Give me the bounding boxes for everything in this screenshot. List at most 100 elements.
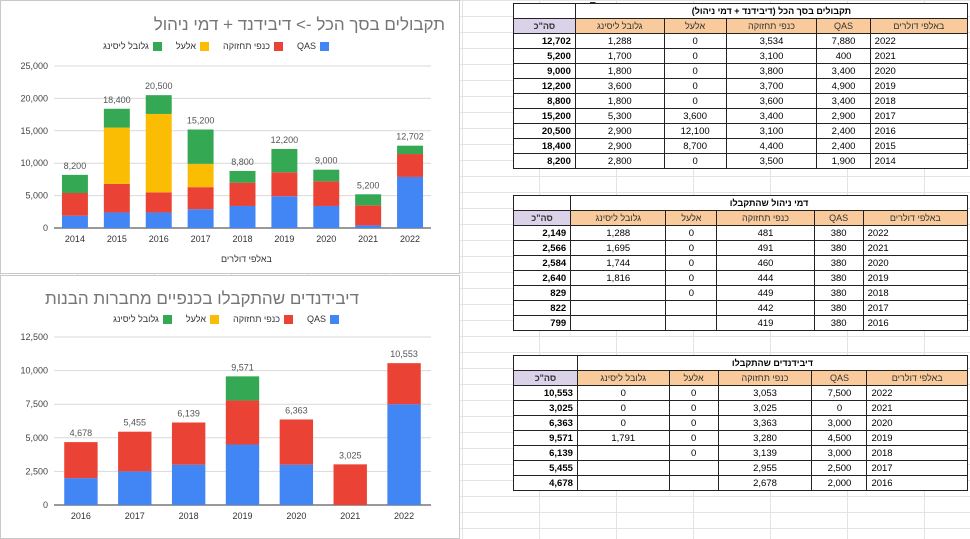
year-cell[interactable]: 2016 [862, 315, 969, 331]
value-cell[interactable]: 0 [663, 153, 727, 169]
value-cell[interactable]: 380 [813, 270, 864, 286]
value-cell[interactable]: 0 [663, 78, 727, 94]
value-cell[interactable]: 8,700 [663, 138, 727, 154]
value-cell[interactable]: 3,534 [725, 33, 818, 49]
value-cell[interactable] [665, 315, 718, 331]
value-cell[interactable]: 2,400 [816, 123, 871, 139]
value-cell[interactable]: 3,025 [717, 400, 813, 416]
value-cell[interactable]: 3,280 [717, 430, 813, 446]
total-cell[interactable]: 5,455 [513, 460, 578, 476]
value-cell[interactable]: 2,400 [816, 138, 871, 154]
value-cell[interactable] [668, 475, 719, 491]
value-cell[interactable]: 380 [813, 315, 864, 331]
year-cell[interactable]: 2018 [869, 93, 969, 109]
value-cell[interactable] [576, 445, 670, 461]
year-cell[interactable]: 2018 [862, 285, 969, 301]
column-header[interactable]: QAS [813, 210, 864, 226]
column-header[interactable]: סה"כ [513, 18, 576, 34]
column-header[interactable]: אלעל [665, 210, 718, 226]
value-cell[interactable]: 1,288 [570, 225, 667, 241]
year-cell[interactable]: 2019 [866, 430, 968, 446]
value-cell[interactable]: 12,100 [663, 123, 727, 139]
value-cell[interactable]: 3,363 [717, 415, 813, 431]
column-header[interactable]: סה"כ [513, 370, 578, 386]
value-cell[interactable]: 1,288 [574, 33, 665, 49]
column-header[interactable]: כנפי תחזוקה [716, 210, 815, 226]
year-cell[interactable]: 2022 [869, 33, 969, 49]
value-cell[interactable]: 3,500 [725, 153, 818, 169]
year-cell[interactable]: 2022 [866, 385, 968, 401]
value-cell[interactable]: 2,800 [574, 153, 665, 169]
total-cell[interactable]: 18,400 [513, 138, 576, 154]
cell[interactable] [513, 355, 578, 371]
value-cell[interactable]: 0 [668, 400, 719, 416]
value-cell[interactable]: 0 [576, 400, 670, 416]
value-cell[interactable] [570, 285, 667, 301]
value-cell[interactable] [576, 460, 670, 476]
value-cell[interactable]: 0 [811, 400, 868, 416]
value-cell[interactable] [570, 300, 667, 316]
value-cell[interactable]: 3,000 [811, 445, 868, 461]
value-cell[interactable]: 5,300 [574, 108, 665, 124]
column-header[interactable]: גלובל ליסינג [570, 210, 667, 226]
value-cell[interactable]: 380 [813, 225, 864, 241]
value-cell[interactable]: 1,791 [576, 430, 670, 446]
cell[interactable] [512, 195, 572, 211]
value-cell[interactable]: 2,900 [816, 108, 871, 124]
value-cell[interactable]: 0 [665, 240, 718, 256]
total-cell[interactable]: 12,200 [513, 78, 576, 94]
total-cell[interactable]: 10,553 [513, 385, 578, 401]
column-header[interactable]: QAS [816, 18, 871, 34]
value-cell[interactable]: 7,880 [816, 33, 871, 49]
total-cell[interactable]: 2,566 [512, 240, 572, 256]
value-cell[interactable]: 442 [716, 300, 815, 316]
year-cell[interactable]: 2018 [866, 445, 968, 461]
total-cell[interactable]: 822 [512, 300, 572, 316]
value-cell[interactable]: 4,400 [725, 138, 818, 154]
value-cell[interactable]: 2,678 [717, 475, 813, 491]
total-cell[interactable]: 3,025 [513, 400, 578, 416]
total-cell[interactable]: 9,000 [513, 63, 576, 79]
total-cell[interactable]: 2,584 [512, 255, 572, 271]
total-cell[interactable]: 829 [512, 285, 572, 301]
value-cell[interactable]: 460 [716, 255, 815, 271]
value-cell[interactable]: 4,500 [811, 430, 868, 446]
value-cell[interactable]: 1,700 [574, 48, 665, 64]
year-cell[interactable]: 2016 [866, 475, 968, 491]
year-cell[interactable]: 2021 [869, 48, 969, 64]
total-cell[interactable]: 799 [512, 315, 572, 331]
value-cell[interactable]: 3,600 [725, 93, 818, 109]
year-cell[interactable]: 2020 [862, 255, 969, 271]
column-header[interactable]: כנפי תחזוקה [717, 370, 813, 386]
year-cell[interactable]: 2019 [869, 78, 969, 94]
column-header[interactable]: באלפי דולרים [862, 210, 969, 226]
total-cell[interactable]: 9,571 [513, 430, 578, 446]
table-title[interactable]: דמי ניהול שהתקבלו [570, 195, 968, 211]
value-cell[interactable]: 0 [663, 93, 727, 109]
value-cell[interactable]: 380 [813, 300, 864, 316]
value-cell[interactable]: 1,800 [574, 63, 665, 79]
column-header[interactable]: אלעל [668, 370, 719, 386]
value-cell[interactable]: 0 [668, 445, 719, 461]
column-header[interactable]: באלפי דולרים [866, 370, 968, 386]
value-cell[interactable]: 3,400 [816, 63, 871, 79]
value-cell[interactable]: 380 [813, 285, 864, 301]
value-cell[interactable]: 0 [668, 415, 719, 431]
table-title[interactable]: תקבולים בסך הכל (דיבידנד + דמי ניהול) [574, 3, 969, 19]
year-cell[interactable]: 2019 [862, 270, 969, 286]
value-cell[interactable]: 3,400 [816, 93, 871, 109]
total-cell[interactable]: 4,678 [513, 475, 578, 491]
value-cell[interactable]: 0 [663, 33, 727, 49]
column-header[interactable]: גלובל ליסינג [574, 18, 665, 34]
value-cell[interactable]: 2,500 [811, 460, 868, 476]
value-cell[interactable]: 3,600 [663, 108, 727, 124]
value-cell[interactable]: 444 [716, 270, 815, 286]
table-title[interactable]: דיבידנדים שהתקבלו [576, 355, 969, 371]
column-header[interactable]: באלפי דולרים [869, 18, 969, 34]
value-cell[interactable]: 0 [665, 225, 718, 241]
total-cell[interactable]: 12,702 [513, 33, 576, 49]
column-header[interactable]: סה"כ [512, 210, 572, 226]
total-cell[interactable]: 5,200 [513, 48, 576, 64]
value-cell[interactable]: 2,000 [811, 475, 868, 491]
value-cell[interactable]: 1,900 [816, 153, 871, 169]
